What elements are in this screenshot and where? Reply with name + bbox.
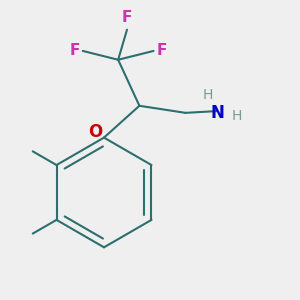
Text: F: F — [70, 44, 80, 59]
Text: F: F — [156, 44, 167, 59]
Text: O: O — [88, 123, 102, 141]
Text: H: H — [202, 88, 212, 102]
Text: H: H — [232, 110, 242, 123]
Text: N: N — [210, 104, 224, 122]
Text: F: F — [122, 11, 132, 26]
